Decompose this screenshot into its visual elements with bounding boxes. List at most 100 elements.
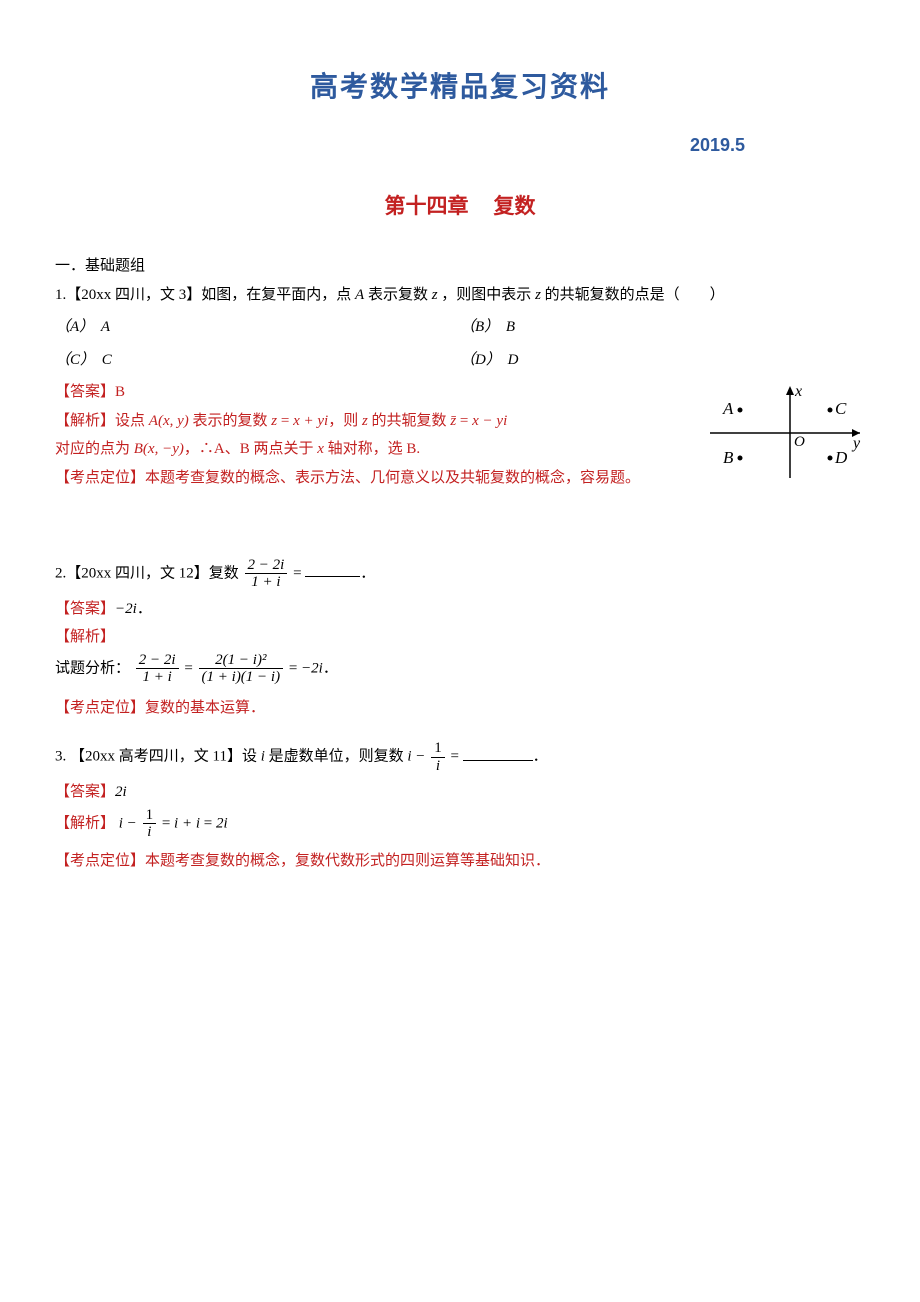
q1-optB-body: B (506, 319, 515, 335)
q1-optD-letter: （D） (460, 352, 501, 368)
q3-f2n: 1 (143, 807, 157, 825)
q2-prefix: 2.【20xx 四川，文 12】复数 (55, 565, 239, 581)
q3-se1: = (158, 815, 174, 831)
q1-end: 的共轭复数的点是（ ） (545, 287, 725, 303)
axis-y-label: y (851, 435, 861, 452)
q3-ans-label: 【答案】 (55, 784, 115, 800)
q1-option-C: （C） C (55, 346, 460, 375)
point-C: C (835, 399, 847, 418)
q1-analysis-label: 【解析】 (55, 413, 115, 429)
point-D: D (834, 448, 848, 467)
q3-frac2: 1 i (143, 807, 157, 841)
q3-sm: i + i (174, 815, 200, 831)
q1-option-A: （A） A (55, 313, 460, 342)
q3-sr: 2i (216, 815, 228, 831)
q1-answer-label: 【答案】 (55, 384, 115, 400)
q2-ans-value: −2i (115, 601, 137, 617)
q2-blank (305, 561, 360, 577)
q3-fraction: 1 i (431, 740, 445, 774)
q3-expr-l: i − (407, 749, 429, 765)
q2-analysis-body: 试题分析： 2 − 2i 1 + i = 2(1 − i)² (1 + i)(1… (55, 652, 865, 686)
chapter-left: 第十四章 (385, 195, 469, 218)
q2-sf2d: (1 + i)(1 − i) (199, 669, 284, 686)
q1-a-t1: 设点 (115, 413, 145, 429)
q2-se2: = (285, 660, 301, 676)
chapter-right: 复数 (494, 195, 536, 218)
q3-blank (463, 745, 533, 761)
q3-answer: 【答案】2i (55, 778, 865, 807)
q1-Bxy: B(x, −y) (134, 441, 184, 457)
date-line: 2019.5 (55, 128, 865, 162)
q3-se2: = (200, 815, 216, 831)
q2-pos-label: 【考点定位】 (55, 700, 145, 716)
q3-ana-label: 【解析】 (55, 815, 115, 831)
q2-positioning: 【考点定位】复数的基本运算． (55, 694, 865, 723)
question-2: 2.【20xx 四川，文 12】复数 2 − 2i 1 + i = ． 【答案】… (55, 557, 865, 723)
q1-eq1m: = (277, 413, 293, 429)
q3-suffix: ． (533, 749, 548, 765)
q1-a-t4: 的共轭复数 (372, 413, 447, 429)
q3-frac-num: 1 (431, 740, 445, 758)
q2-se1: = (181, 660, 197, 676)
q1-l2-t1: 对应的点为 (55, 441, 130, 457)
question-1: 1.【20xx 四川，文 3】如图，在复平面内，点 A 表示复数 z ，则图中表… (55, 281, 865, 499)
q2-step-frac2: 2(1 − i)² (1 + i)(1 − i) (199, 652, 284, 686)
q3-analysis: 【解析】 i − 1 i = i + i = 2i (55, 807, 865, 841)
q3-f2d: i (143, 824, 157, 841)
q2-stem: 2.【20xx 四川，文 12】复数 2 − 2i 1 + i = ． (55, 557, 865, 591)
q1-l2-t2: ，∴A、B 两点关于 (184, 441, 314, 457)
point-A: A (722, 399, 734, 418)
q1-options-row-1: （A） A （B） B (55, 313, 865, 342)
q2-ana-label: 【解析】 (55, 629, 115, 645)
q1-pos-text: 本题考查复数的概念、表示方法、几何意义以及共轭复数的概念，容易题。 (145, 470, 640, 486)
q3-frac-den: i (431, 758, 445, 775)
chapter-title: 第十四章 复数 (55, 187, 865, 227)
section-heading: 一．基础题组 (55, 252, 865, 281)
q2-ana-prefix: 试题分析： (55, 660, 130, 676)
q1-options-row-2: （C） C （D） D (55, 346, 865, 375)
q2-sf2n: 2(1 − i)² (199, 652, 284, 670)
q1-eq2m: = (456, 413, 472, 429)
q2-frac-den: 1 + i (245, 574, 288, 591)
q1-a-z: z (362, 413, 368, 429)
q1-prefix: 1.【20xx 四川，文 3】如图，在复平面内，点 (55, 287, 351, 303)
q1-option-D: （D） D (460, 346, 865, 375)
q2-fraction: 2 − 2i 1 + i (245, 557, 288, 591)
q2-ans-period: ． (137, 601, 152, 617)
q1-var-z2: z (535, 287, 541, 303)
origin-label: O (794, 434, 805, 450)
q1-diagram: x y O A C B D (695, 378, 865, 499)
q2-eq: = (289, 565, 305, 581)
point-B: B (723, 448, 734, 467)
q2-ans-label: 【答案】 (55, 601, 115, 617)
q1-optA-letter: （A） (55, 319, 94, 335)
q1-eq2r: x − yi (472, 413, 507, 429)
q3-eq: = (447, 749, 463, 765)
q1-mid2: ，则图中表示 (441, 287, 531, 303)
q1-optA-body: A (101, 319, 110, 335)
q1-mid1: 表示复数 (368, 287, 428, 303)
q1-x: x (317, 441, 324, 457)
q1-var-z: z (432, 287, 438, 303)
q2-suffix: ． (360, 565, 375, 581)
q3-i: i (257, 749, 269, 765)
axis-x-label: x (794, 383, 802, 400)
q2-answer: 【答案】−2i． (55, 595, 865, 624)
q3-e2l: i − (119, 815, 141, 831)
q2-sr: −2i (301, 660, 323, 676)
q1-eq1r: x + yi (293, 413, 328, 429)
q2-pos-text: 复数的基本运算． (145, 700, 265, 716)
q1-pos-label: 【考点定位】 (55, 470, 145, 486)
q2-sp: ． (323, 660, 338, 676)
q3-prefix: 3. 【20xx 高考四川，文 11】设 (55, 749, 257, 765)
q1-Axy: A(x, y) (149, 413, 189, 429)
q1-stem: 1.【20xx 四川，文 3】如图，在复平面内，点 A 表示复数 z ，则图中表… (55, 281, 865, 310)
q1-optD-body: D (508, 352, 519, 368)
q3-mid: 是虚数单位，则复数 (269, 749, 404, 765)
q2-frac-num: 2 − 2i (245, 557, 288, 575)
q2-sf1d: 1 + i (136, 669, 179, 686)
q1-optC-body: C (102, 352, 112, 368)
q1-zbar: z̄ (450, 413, 456, 429)
q3-stem: 3. 【20xx 高考四川，文 11】设 i 是虚数单位，则复数 i − 1 i… (55, 740, 865, 774)
q3-pos-text: 本题考查复数的概念，复数代数形式的四则运算等基础知识． (145, 853, 550, 869)
